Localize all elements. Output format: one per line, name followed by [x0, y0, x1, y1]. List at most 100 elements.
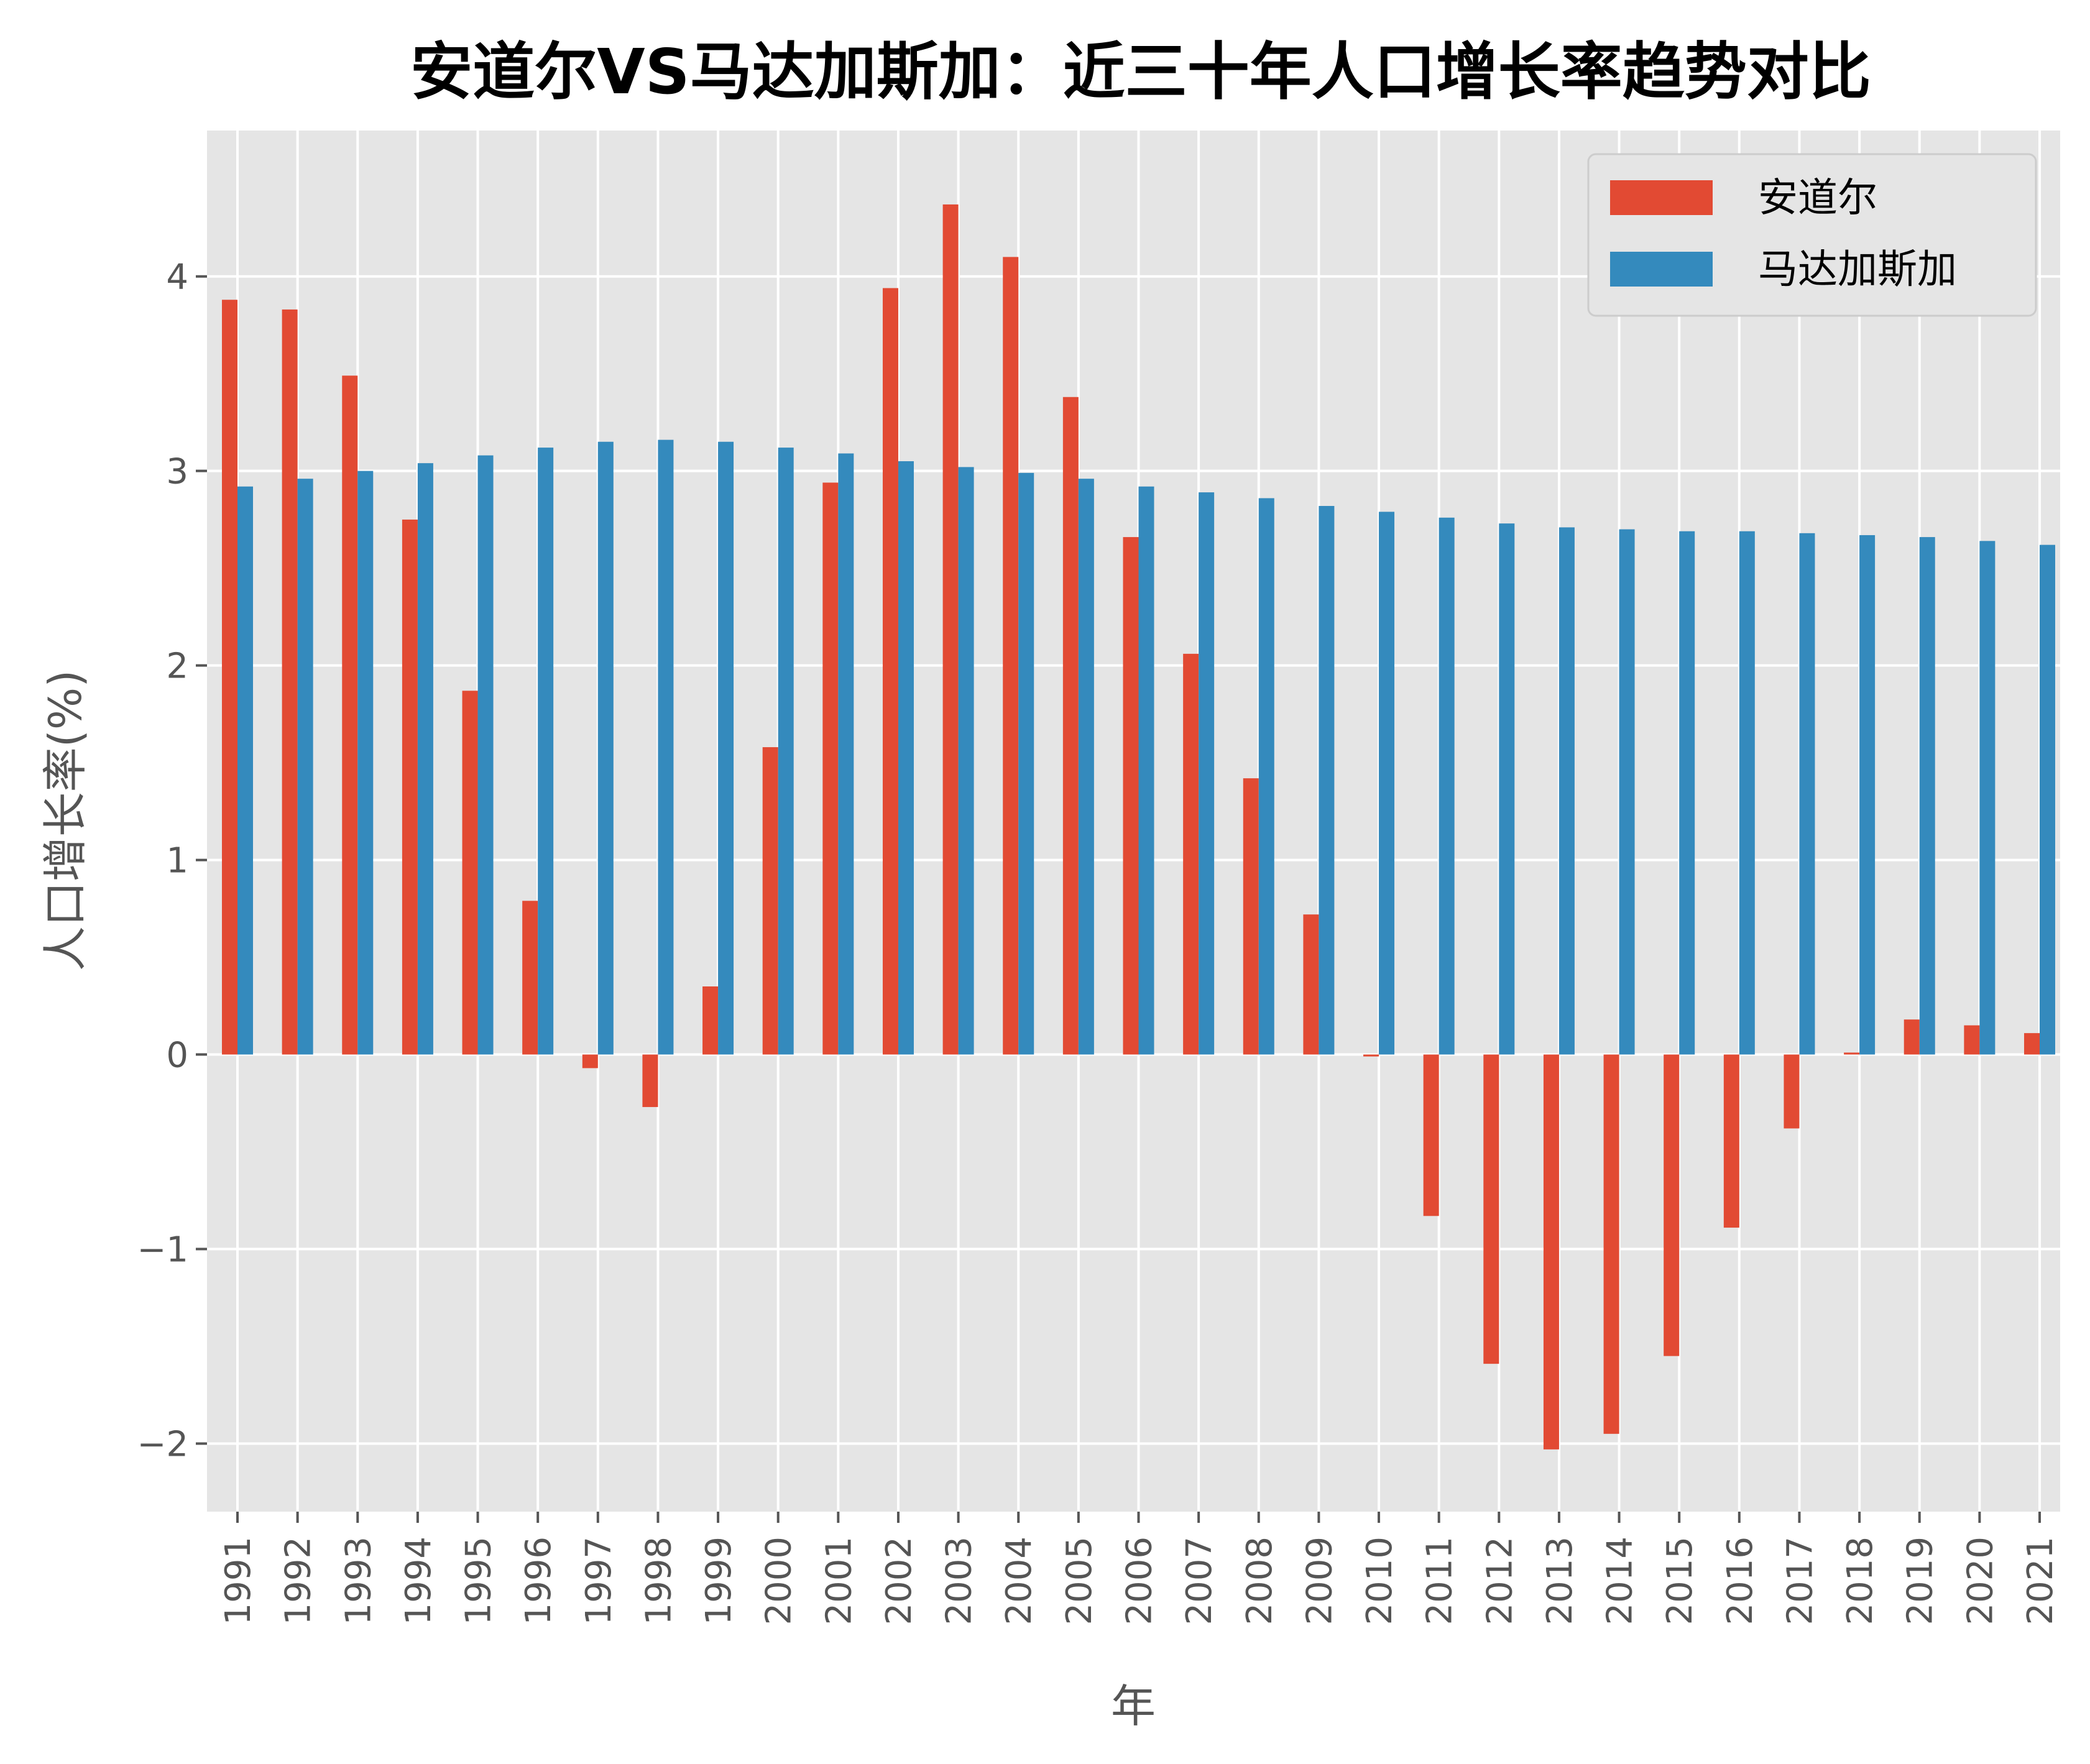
bar-andorra [762, 747, 778, 1055]
x-tick-label: 1995 [459, 1537, 499, 1625]
x-tick-label: 1997 [579, 1537, 619, 1625]
x-tick-label: 2020 [1960, 1537, 2000, 1625]
bar-andorra [642, 1054, 658, 1108]
bar-madagascar [597, 441, 614, 1055]
y-tick-label: 0 [166, 1036, 188, 1076]
legend-label-madagascar: 马达加斯加 [1758, 247, 1957, 293]
bar-madagascar [417, 463, 433, 1055]
bar-madagascar [1018, 472, 1034, 1055]
y-tick-label: 3 [166, 452, 188, 492]
x-tick-label: 2016 [1720, 1537, 1761, 1625]
bar-madagascar [538, 448, 554, 1055]
bar-madagascar [958, 467, 974, 1055]
x-tick-label: 2011 [1420, 1537, 1460, 1625]
x-tick-label: 2015 [1660, 1537, 1700, 1625]
bar-madagascar [1679, 531, 1695, 1055]
x-tick-label: 2001 [819, 1537, 859, 1625]
bar-andorra [582, 1054, 598, 1068]
bar-madagascar [1199, 492, 1215, 1055]
bar-andorra [1844, 1052, 1860, 1055]
legend-swatch-andorra [1610, 180, 1713, 215]
bar-madagascar [357, 471, 374, 1055]
bar-andorra [1003, 257, 1019, 1055]
y-tick-label: −1 [137, 1230, 188, 1270]
bar-madagascar [477, 455, 494, 1055]
x-tick-label: 2005 [1059, 1537, 1100, 1625]
y-tick-label: −2 [137, 1424, 188, 1464]
bar-madagascar [1739, 531, 1755, 1055]
bar-andorra [1303, 914, 1319, 1055]
bar-andorra [342, 375, 358, 1055]
bar-andorra [2024, 1033, 2040, 1055]
x-axis-ticks: 1991 1992 1993 1994 1995 1996 1997 1998 1999 2000… [218, 1512, 2061, 1625]
x-tick-label: 2003 [939, 1537, 980, 1625]
bar-andorra [1183, 653, 1199, 1055]
y-tick-label: 4 [166, 257, 188, 298]
bar-andorra [822, 482, 839, 1055]
bar-madagascar [1859, 535, 1876, 1055]
bar-madagascar [1319, 506, 1335, 1055]
bar-andorra [1964, 1025, 1980, 1055]
bar-andorra [882, 288, 898, 1055]
x-tick-label: 2010 [1360, 1537, 1400, 1625]
x-tick-label: 1992 [279, 1537, 319, 1625]
x-tick-label: 2002 [879, 1537, 919, 1625]
bar-andorra [1664, 1054, 1680, 1356]
legend-label-andorra: 安道尔 [1758, 175, 1877, 221]
bar-andorra [1243, 778, 1259, 1055]
y-tick-label: 1 [166, 841, 188, 881]
bar-madagascar [1258, 498, 1274, 1055]
bar-andorra [1123, 537, 1139, 1055]
bar-andorra [402, 519, 418, 1055]
x-tick-label: 2019 [1900, 1537, 1941, 1625]
y-tick-label: 2 [166, 646, 188, 687]
bar-madagascar [1138, 486, 1154, 1055]
bar-madagascar [1799, 533, 1815, 1055]
bar-andorra [1543, 1054, 1559, 1449]
bar-madagascar [1919, 537, 1935, 1055]
x-tick-label: 2018 [1840, 1537, 1881, 1625]
bar-andorra [1483, 1054, 1499, 1364]
bars [222, 204, 2055, 1449]
bar-madagascar [237, 486, 253, 1055]
bar-madagascar [1439, 517, 1455, 1055]
bar-madagascar [1078, 479, 1094, 1055]
bar-andorra [282, 309, 298, 1055]
legend-swatch-madagascar [1610, 252, 1713, 287]
bar-andorra [222, 300, 237, 1055]
bar-madagascar [718, 441, 734, 1055]
bar-andorra [1423, 1054, 1439, 1216]
x-tick-label: 1999 [699, 1537, 739, 1625]
y-axis-label: 人口增长率(%) [39, 670, 91, 972]
x-tick-label: 1996 [518, 1537, 559, 1625]
bar-madagascar [658, 439, 674, 1055]
bar-andorra [462, 691, 478, 1055]
bar-madagascar [778, 448, 794, 1055]
bar-andorra [1603, 1054, 1619, 1434]
x-tick-label: 2012 [1480, 1537, 1520, 1625]
x-tick-label: 2021 [2020, 1537, 2061, 1625]
bar-andorra [1062, 397, 1079, 1055]
bar-andorra [522, 901, 538, 1055]
x-tick-label: 2008 [1240, 1537, 1280, 1625]
bar-andorra [1904, 1019, 1920, 1055]
bar-madagascar [2040, 544, 2055, 1055]
x-tick-label: 1994 [398, 1537, 439, 1625]
bar-andorra [942, 204, 959, 1055]
bar-andorra [702, 986, 719, 1055]
x-tick-label: 2009 [1299, 1537, 1340, 1625]
x-tick-label: 1991 [218, 1537, 259, 1625]
bar-madagascar [297, 479, 313, 1055]
bar-madagascar [1619, 529, 1635, 1055]
x-tick-label: 2017 [1780, 1537, 1820, 1625]
x-tick-label: 1998 [638, 1537, 679, 1625]
bar-madagascar [898, 461, 914, 1055]
bar-andorra [1784, 1054, 1800, 1129]
y-axis-ticks: −2 −1 0 1 2 3 4 [137, 257, 207, 1464]
x-tick-label: 2004 [999, 1537, 1039, 1625]
bar-madagascar [1499, 523, 1515, 1055]
bar-andorra [1363, 1054, 1379, 1057]
x-axis-label: 年 [1111, 1680, 1156, 1732]
